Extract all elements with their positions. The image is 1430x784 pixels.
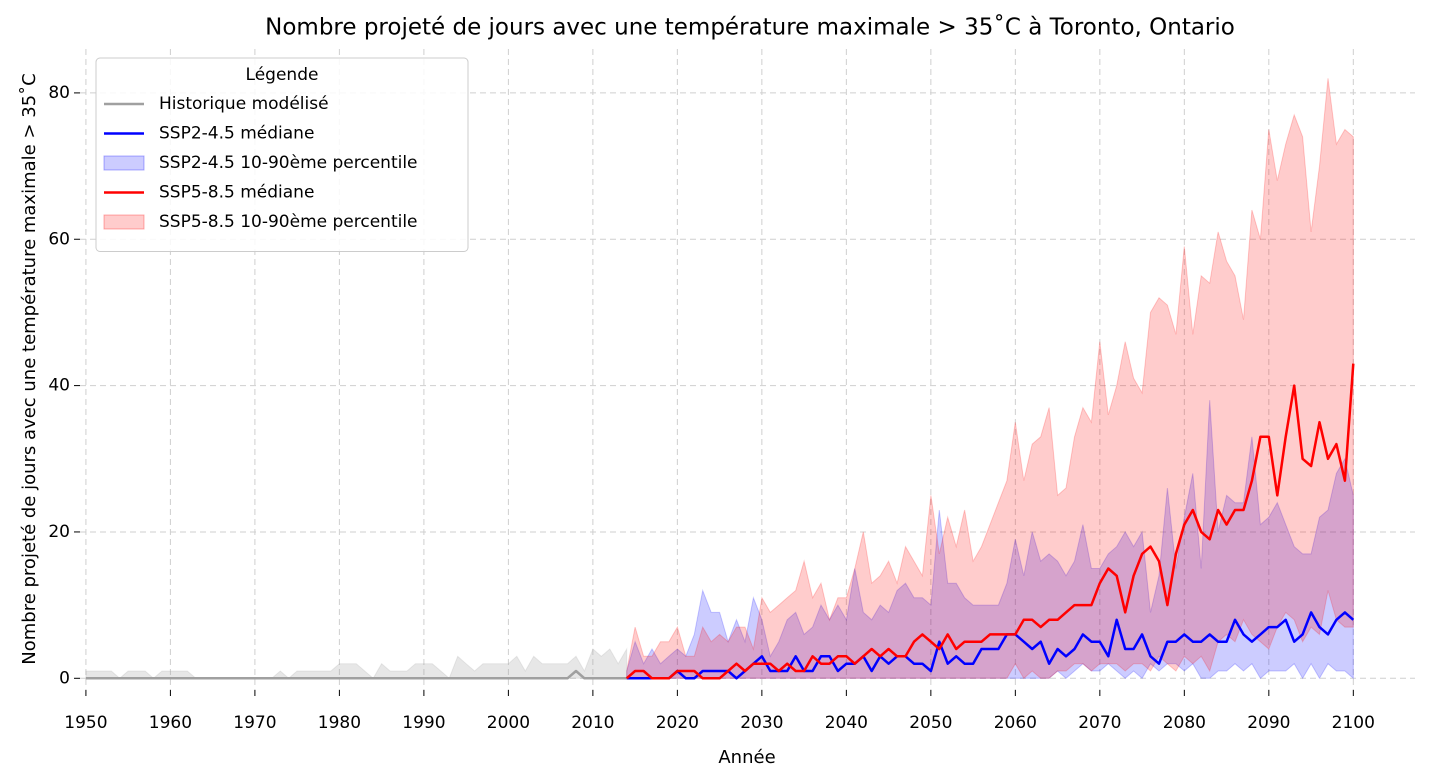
legend-label: Historique modélisé: [159, 94, 329, 114]
x-tick-label: 2080: [1163, 713, 1206, 733]
y-tick-label: 40: [48, 376, 70, 396]
percentile-band: [626, 400, 1354, 680]
y-tick-label: 80: [48, 83, 70, 103]
x-tick-label: 1980: [318, 713, 361, 733]
legend-label: SSP2-4.5 médiane: [159, 124, 314, 144]
percentile-band: [85, 647, 628, 680]
x-tick-label: 2070: [1078, 713, 1121, 733]
legend-title: Légende: [246, 65, 319, 85]
x-tick-label: 2020: [656, 713, 699, 733]
x-tick-label: 2090: [1247, 713, 1290, 733]
y-tick-label: 0: [59, 668, 70, 688]
x-tick-label: 2040: [825, 713, 868, 733]
grid: 1950 1960 1970 1980 1990 2000 2010 2020 2030 2040…: [48, 49, 1415, 733]
x-tick-label: 1950: [64, 713, 107, 733]
legend: Légende Historique modélisé SSP2-4.5 média…: [95, 57, 469, 252]
x-tick-label: 2050: [909, 713, 952, 733]
median-line: [85, 669, 627, 680]
x-tick-label: 2060: [994, 713, 1037, 733]
legend-label: SSP2-4.5 10-90ème percentile: [159, 153, 418, 173]
legend-box: [95, 57, 469, 252]
legend-label: SSP5-8.5 médiane: [159, 183, 314, 203]
x-tick-label: 2010: [571, 713, 614, 733]
legend-swatch: [103, 214, 145, 230]
x-tick-label: 1970: [233, 713, 276, 733]
x-axis-label: Année: [718, 747, 775, 768]
x-tick-label: 2030: [740, 713, 783, 733]
x-tick-label: 1960: [149, 713, 192, 733]
chart-title: Nombre projeté de jours avec une tempéra…: [265, 14, 1235, 41]
median-line: [625, 363, 1355, 680]
x-tick-label: 2000: [487, 713, 530, 733]
y-tick-label: 60: [48, 229, 70, 249]
y-axis-label: Nombre projeté de jours avec une tempéra…: [19, 73, 40, 664]
x-tick-label: 2100: [1332, 713, 1375, 733]
y-tick-label: 20: [48, 522, 70, 542]
plot-area: [85, 78, 1355, 680]
percentile-band: [626, 78, 1354, 680]
legend-label: SSP5-8.5 10-90ème percentile: [159, 212, 418, 232]
legend-swatch: [103, 155, 145, 171]
x-tick-label: 1990: [402, 713, 445, 733]
